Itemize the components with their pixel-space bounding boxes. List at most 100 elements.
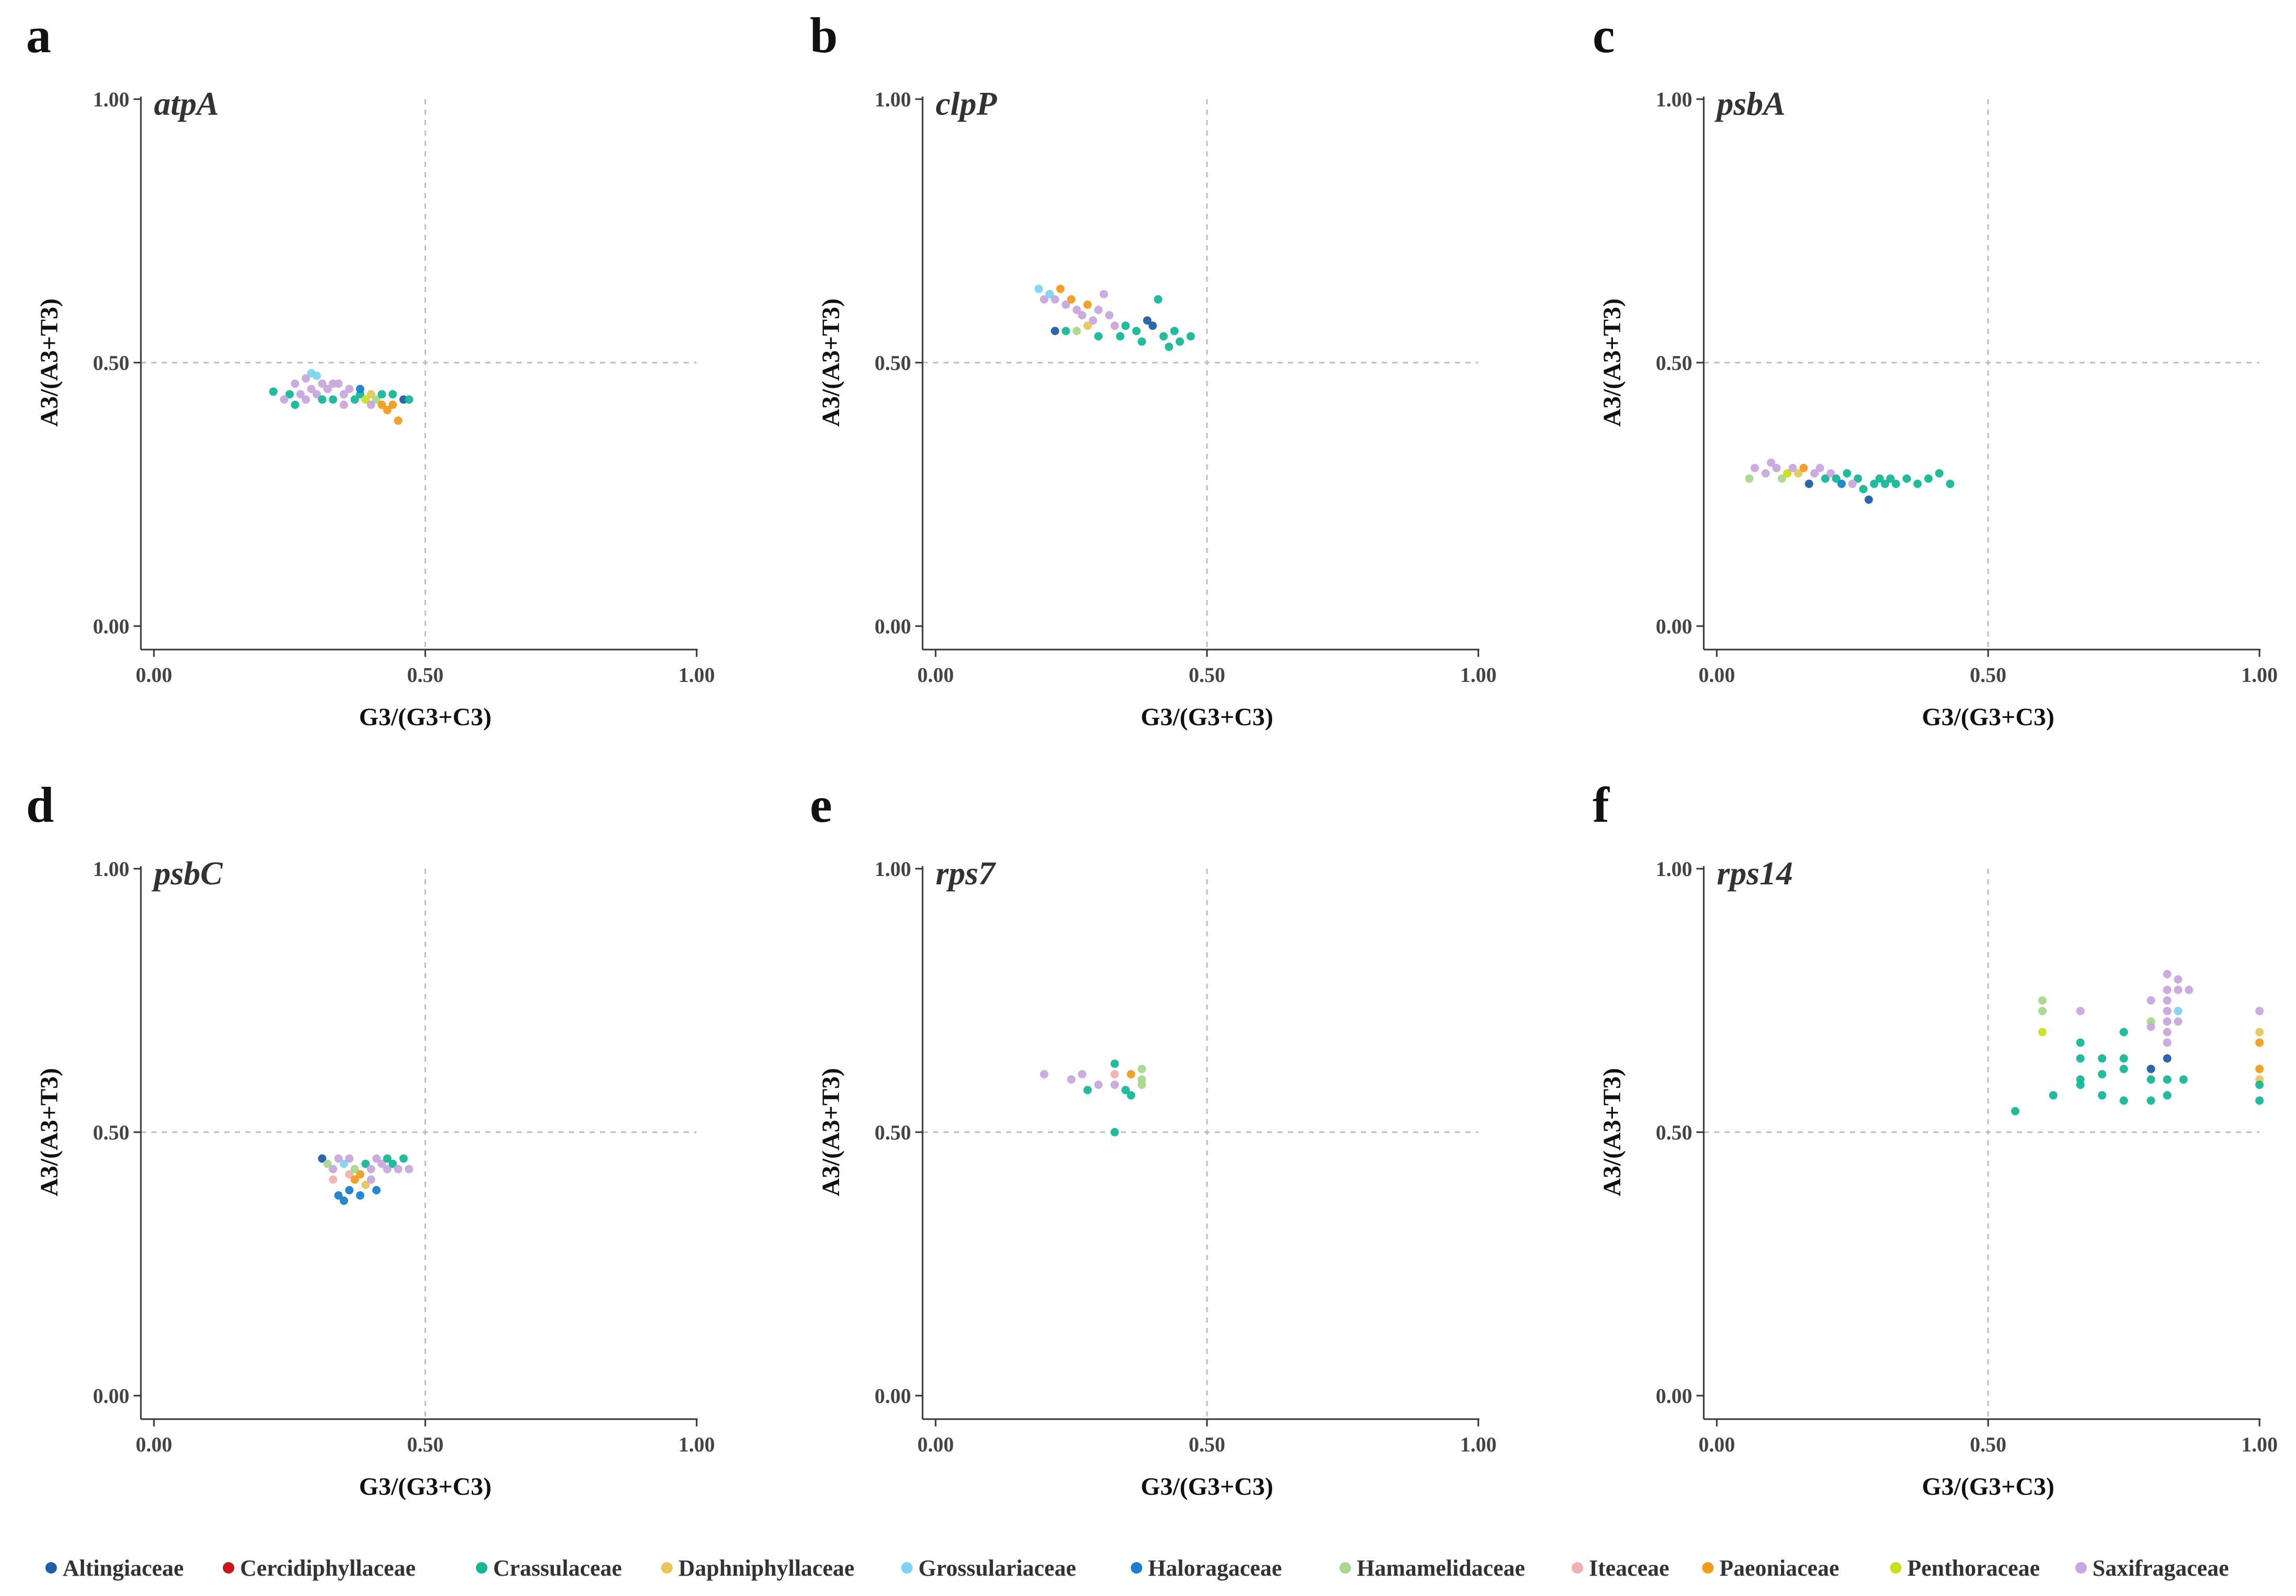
data-point-saxifragaceae xyxy=(372,1154,381,1163)
data-point-saxifragaceae xyxy=(1810,469,1819,478)
data-point-saxifragaceae xyxy=(2184,986,2193,994)
data-point-haloragaceae xyxy=(340,1196,348,1205)
legend-item-iteaceae: Iteaceae xyxy=(1572,1555,1669,1581)
legend-item-cercidiphyllaceae: Cercidiphyllaceae xyxy=(223,1555,415,1581)
data-point-crassulaceae xyxy=(1154,295,1163,304)
data-point-crassulaceae xyxy=(2076,1054,2085,1063)
x-axis-title: G3/(G3+C3) xyxy=(1141,703,1273,731)
y-tick-label: 1.00 xyxy=(1656,88,1692,111)
data-point-saxifragaceae xyxy=(1767,458,1775,467)
y-tick-label: 1.00 xyxy=(875,88,911,111)
data-point-saxifragaceae xyxy=(291,379,300,388)
data-point-crassulaceae xyxy=(1094,332,1103,341)
data-point-crassulaceae xyxy=(383,1154,392,1163)
legend-item-penthoraceae: Penthoraceae xyxy=(1890,1555,2040,1581)
panel-e: e 0.00 0.50 1.00 0.00 0.50 1.00 G3/(G3+C3) A3/(A… xyxy=(810,777,1497,1501)
legend-label: Hamamelidaceae xyxy=(1357,1555,1525,1581)
data-point-crassulaceae xyxy=(2163,1075,2172,1084)
data-point-crassulaceae xyxy=(1832,474,1840,483)
data-point-saxifragaceae xyxy=(323,385,332,393)
y-tick-label: 0.50 xyxy=(875,1121,911,1144)
x-tick-label: 0.50 xyxy=(407,663,444,687)
data-point-saxifragaceae xyxy=(1067,1075,1075,1084)
data-point-crassulaceae xyxy=(2120,1028,2128,1037)
x-tick-label: 1.00 xyxy=(1460,663,1497,687)
y-axis-title: A3/(A3+T3) xyxy=(817,298,845,427)
data-point-saxifragaceae xyxy=(1078,1070,1086,1078)
legend-swatch xyxy=(1572,1562,1583,1574)
data-point-grossulariaceae xyxy=(2174,1006,2182,1015)
data-point-paeoniaceae xyxy=(394,416,402,425)
data-point-saxifragaceae xyxy=(296,390,305,399)
y-tick-label: 1.00 xyxy=(875,857,911,881)
data-point-crassulaceae xyxy=(2120,1096,2128,1105)
gene-title-rps7: rps7 xyxy=(936,855,997,892)
data-point-saxifragaceae xyxy=(367,1175,375,1184)
data-point-crassulaceae xyxy=(1159,332,1168,341)
data-point-saxifragaceae xyxy=(367,400,375,409)
data-point-grossulariaceae xyxy=(340,1159,348,1168)
data-point-saxifragaceae xyxy=(1061,300,1070,309)
data-point-saxifragaceae xyxy=(383,1165,392,1173)
y-tick-label: 1.00 xyxy=(93,857,129,881)
data-point-altingiaceae xyxy=(1864,495,1873,504)
data-point-saxifragaceae xyxy=(2163,986,2172,994)
data-point-saxifragaceae xyxy=(340,400,348,409)
data-point-saxifragaceae xyxy=(345,1154,354,1163)
legend-swatch xyxy=(1702,1562,1714,1574)
data-point-paeoniaceae xyxy=(2255,1038,2264,1047)
data-point-saxifragaceae xyxy=(2174,1017,2182,1026)
data-point-hamamelidaceae xyxy=(1138,1064,1146,1073)
data-point-crassulaceae xyxy=(2098,1054,2107,1063)
legend-label: Paeoniaceae xyxy=(1719,1555,1839,1581)
data-point-crassulaceae xyxy=(2163,1091,2172,1100)
y-tick-label: 0.00 xyxy=(1656,1384,1692,1408)
data-point-crassulaceae xyxy=(1132,327,1141,335)
data-point-paeoniaceae xyxy=(1799,464,1808,472)
data-point-crassulaceae xyxy=(1913,479,1922,488)
y-tick-label: 0.50 xyxy=(875,351,911,375)
data-point-saxifragaceae xyxy=(1072,306,1081,314)
x-tick-label: 1.00 xyxy=(678,663,715,687)
legend-label: Grossulariaceae xyxy=(918,1555,1076,1581)
data-point-daphniphyllaceae xyxy=(367,390,375,399)
data-point-saxifragaceae xyxy=(318,379,327,388)
data-point-crassulaceae xyxy=(2255,1096,2264,1105)
legend-item-hamamelidaceae: Hamamelidaceae xyxy=(1340,1555,1525,1581)
data-point-saxifragaceae xyxy=(1105,311,1114,320)
x-axis-title: G3/(G3+C3) xyxy=(1922,703,2054,731)
data-point-saxifragaceae xyxy=(1040,1070,1048,1078)
data-point-saxifragaceae xyxy=(1050,295,1059,304)
panel-d: d 0.00 0.50 1.00 0.00 0.50 1.00 G3/(G3+C3) A3/(A… xyxy=(26,777,715,1501)
data-point-saxifragaceae xyxy=(340,390,348,399)
data-point-saxifragaceae xyxy=(2163,970,2172,978)
data-point-crassulaceae xyxy=(1821,474,1829,483)
data-point-haloragaceae xyxy=(345,1186,354,1195)
data-point-paeoniaceae xyxy=(2255,1064,2264,1073)
data-point-hamamelidaceae xyxy=(1072,327,1081,335)
data-point-saxifragaceae xyxy=(2163,996,2172,1005)
gene-title-rps14: rps14 xyxy=(1717,855,1793,892)
x-tick-label: 0.00 xyxy=(917,1433,954,1456)
data-point-paeoniaceae xyxy=(1083,300,1092,309)
data-point-saxifragaceae xyxy=(1094,1081,1103,1089)
data-point-hamamelidaceae xyxy=(372,395,381,404)
data-point-crassulaceae xyxy=(1892,479,1900,488)
legend-label: Penthoraceae xyxy=(1907,1555,2040,1581)
data-point-crassulaceae xyxy=(318,395,327,404)
data-point-saxifragaceae xyxy=(2076,1006,2085,1015)
legend-item-haloragaceae: Haloragaceae xyxy=(1131,1555,1282,1581)
data-point-haloragaceae xyxy=(334,1191,343,1200)
data-point-paeoniaceae xyxy=(1127,1070,1135,1078)
data-points xyxy=(2011,970,2264,1115)
panel-a: a 0.00 0.50 1.00 0.00 0.50 1.00 G3/(G3+C3) A3/(A… xyxy=(26,7,715,731)
legend-swatch xyxy=(476,1562,487,1574)
data-points xyxy=(1040,1059,1146,1136)
x-tick-label: 1.00 xyxy=(2241,1433,2278,1456)
y-axis-title: A3/(A3+T3) xyxy=(817,1068,845,1196)
y-axis-title: A3/(A3+T3) xyxy=(1598,298,1626,427)
data-point-iteaceae xyxy=(1110,1070,1119,1078)
y-tick-label: 0.50 xyxy=(1656,351,1692,375)
data-point-crassulaceae xyxy=(1186,332,1195,341)
